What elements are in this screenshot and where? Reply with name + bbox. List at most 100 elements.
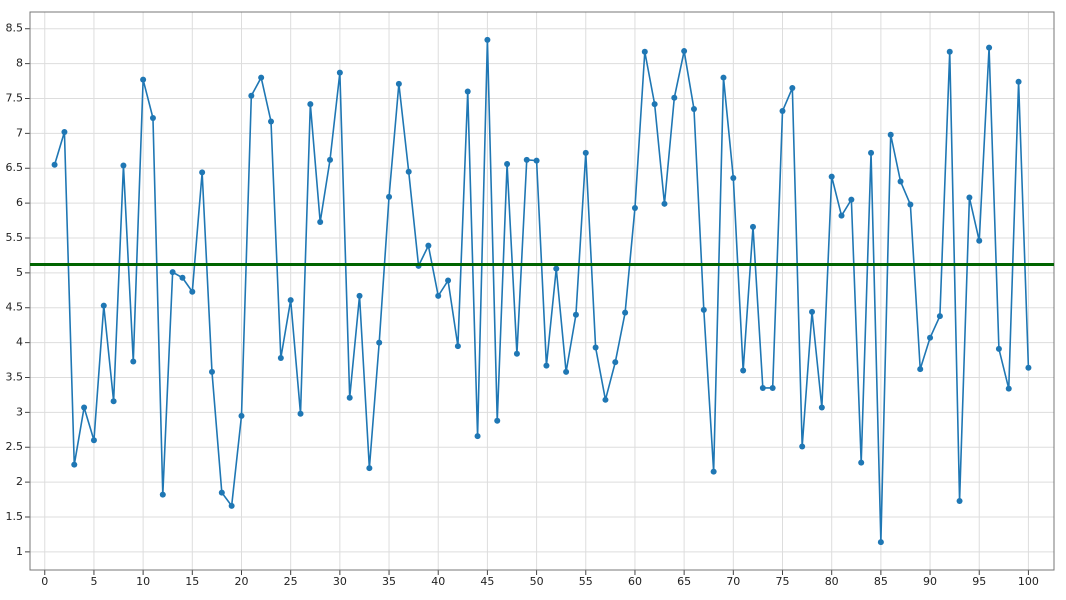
- point: [759, 384, 766, 391]
- point: [61, 128, 68, 135]
- y-tick-label: 1.5: [6, 510, 24, 523]
- x-tick-label: 35: [382, 575, 396, 588]
- point: [90, 437, 97, 444]
- point: [336, 69, 343, 76]
- point: [238, 412, 245, 419]
- point: [838, 212, 845, 219]
- point: [81, 404, 88, 411]
- point: [681, 48, 688, 55]
- x-tick-label: 80: [825, 575, 839, 588]
- point: [720, 74, 727, 81]
- y-tick-label: 6: [16, 196, 23, 209]
- x-tick-label: 70: [726, 575, 740, 588]
- y-tick-label: 2.5: [6, 440, 24, 453]
- point: [740, 367, 747, 374]
- point: [71, 461, 78, 468]
- point: [690, 105, 697, 112]
- point: [956, 497, 963, 504]
- point: [504, 161, 511, 168]
- point: [484, 36, 491, 43]
- x-tick-label: 50: [530, 575, 544, 588]
- point: [376, 339, 383, 346]
- point: [317, 218, 324, 225]
- point: [130, 358, 137, 365]
- point: [189, 288, 196, 295]
- point: [848, 196, 855, 203]
- point: [327, 156, 334, 163]
- point: [366, 465, 373, 472]
- point: [553, 265, 560, 272]
- x-tick-label: 55: [579, 575, 593, 588]
- point: [51, 161, 58, 168]
- x-tick-label: 40: [431, 575, 445, 588]
- point: [809, 308, 816, 315]
- point: [749, 223, 756, 230]
- x-tick-label: 60: [628, 575, 642, 588]
- point: [494, 417, 501, 424]
- point: [405, 168, 412, 175]
- x-tick-label: 95: [972, 575, 986, 588]
- point: [386, 193, 393, 200]
- point: [307, 101, 314, 108]
- point: [936, 313, 943, 320]
- point: [120, 162, 127, 169]
- x-tick-label: 0: [41, 575, 48, 588]
- point: [592, 344, 599, 351]
- point: [966, 194, 973, 201]
- x-tick-label: 5: [90, 575, 97, 588]
- point: [661, 200, 668, 207]
- y-tick-label: 8: [16, 57, 23, 70]
- x-tick-label: 25: [284, 575, 298, 588]
- point: [454, 343, 461, 350]
- point: [248, 92, 255, 99]
- point: [100, 302, 107, 309]
- point: [474, 433, 481, 440]
- point: [1015, 78, 1022, 85]
- point: [445, 277, 452, 284]
- x-tick-label: 90: [923, 575, 937, 588]
- x-tick-label: 85: [874, 575, 888, 588]
- point: [868, 149, 875, 156]
- point: [140, 76, 147, 83]
- point: [612, 359, 619, 366]
- point: [159, 491, 166, 498]
- y-tick-label: 4: [16, 336, 23, 349]
- point: [818, 404, 825, 411]
- y-tick-label: 7: [16, 126, 23, 139]
- plot-frame: [29, 11, 1055, 571]
- point: [887, 131, 894, 138]
- point: [258, 74, 265, 81]
- point: [995, 345, 1002, 352]
- point: [789, 85, 796, 92]
- y-tick-label: 5: [16, 266, 23, 279]
- point: [986, 44, 993, 51]
- point: [464, 88, 471, 95]
- point: [602, 396, 609, 403]
- point: [897, 178, 904, 185]
- point: [582, 149, 589, 156]
- y-tick-label: 3.5: [6, 370, 24, 383]
- point: [208, 368, 215, 375]
- point: [907, 201, 914, 208]
- point: [877, 539, 884, 546]
- x-tick-label: 15: [185, 575, 199, 588]
- y-tick-label: 6.5: [6, 161, 24, 174]
- point: [858, 459, 865, 466]
- point: [395, 80, 402, 87]
- point: [277, 354, 284, 361]
- point: [1025, 364, 1032, 371]
- y-tick-label: 2: [16, 475, 23, 488]
- y-tick-label: 3: [16, 405, 23, 418]
- point: [946, 48, 953, 55]
- point: [651, 101, 658, 108]
- point: [641, 48, 648, 55]
- point: [199, 169, 206, 176]
- point: [1005, 385, 1012, 392]
- point: [927, 334, 934, 341]
- point: [563, 368, 570, 375]
- point: [218, 489, 225, 496]
- point: [779, 108, 786, 115]
- point: [976, 237, 983, 244]
